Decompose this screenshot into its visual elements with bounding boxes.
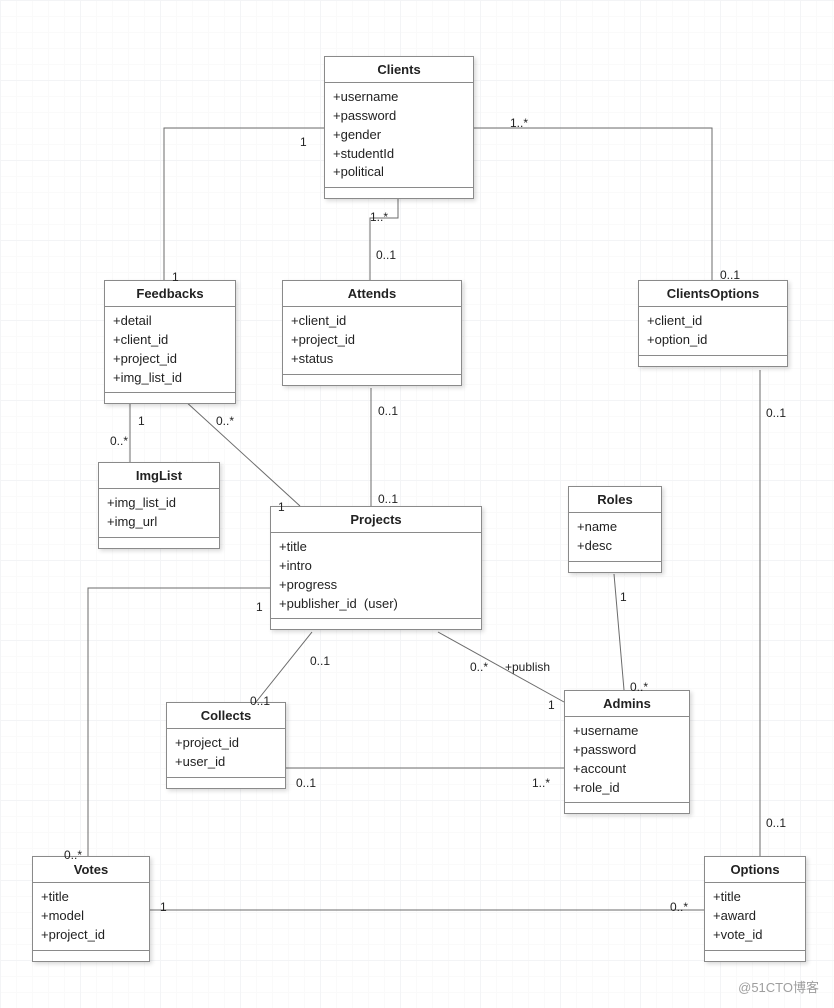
edge-clients-feedbacks xyxy=(164,128,324,280)
class-footer xyxy=(283,375,461,385)
class-footer xyxy=(105,393,235,403)
class-attrs: +project_id +user_id xyxy=(167,729,285,778)
class-attrs: +client_id +option_id xyxy=(639,307,787,356)
class-footer xyxy=(271,619,481,629)
class-title: Projects xyxy=(271,507,481,533)
class-footer xyxy=(569,562,661,572)
edge-label: +publish xyxy=(505,660,550,674)
edge-clients-clientsoptions xyxy=(472,128,712,280)
class-roles: Roles+name +desc xyxy=(568,486,662,573)
class-attrs: +title +intro +progress +publisher_id (u… xyxy=(271,533,481,619)
class-attrs: +name +desc xyxy=(569,513,661,562)
edge-label: 1 xyxy=(278,500,285,514)
class-title: Admins xyxy=(565,691,689,717)
edge-label: 0..1 xyxy=(378,404,398,418)
edge-label: 0..1 xyxy=(378,492,398,506)
class-footer xyxy=(565,803,689,813)
class-options: Options+title +award +vote_id xyxy=(704,856,806,962)
class-feedbacks: Feedbacks+detail +client_id +project_id … xyxy=(104,280,236,404)
class-collects: Collects+project_id +user_id xyxy=(166,702,286,789)
class-votes: Votes+title +model +project_id xyxy=(32,856,150,962)
edge-label: 1..* xyxy=(532,776,550,790)
edge-label: 0..* xyxy=(630,680,648,694)
class-attrs: +client_id +project_id +status xyxy=(283,307,461,375)
class-attends: Attends+client_id +project_id +status xyxy=(282,280,462,386)
class-footer xyxy=(705,951,805,961)
edge-label: 1 xyxy=(160,900,167,914)
edge-label: 0..1 xyxy=(720,268,740,282)
edge-label: 0..* xyxy=(64,848,82,862)
edge-label: 1..* xyxy=(510,116,528,130)
watermark: @51CTO博客 xyxy=(738,977,819,996)
class-title: ImgList xyxy=(99,463,219,489)
edge-label: 0..* xyxy=(216,414,234,428)
edge-label: 1 xyxy=(620,590,627,604)
class-imglist: ImgList+img_list_id +img_url xyxy=(98,462,220,549)
edge-label: 1 xyxy=(172,270,179,284)
class-attrs: +title +model +project_id xyxy=(33,883,149,951)
class-footer xyxy=(99,538,219,548)
edge-label: 0..* xyxy=(110,434,128,448)
class-footer xyxy=(325,188,473,198)
edge-label: 0..* xyxy=(670,900,688,914)
edge-label: 0..* xyxy=(470,660,488,674)
edge-label: 0..1 xyxy=(766,406,786,420)
edge-label: 1 xyxy=(138,414,145,428)
class-attrs: +title +award +vote_id xyxy=(705,883,805,951)
edge-label: 1..* xyxy=(370,210,388,224)
class-title: Feedbacks xyxy=(105,281,235,307)
class-attrs: +username +password +account +role_id xyxy=(565,717,689,803)
edge-label: 0..1 xyxy=(376,248,396,262)
class-title: Clients xyxy=(325,57,473,83)
class-footer xyxy=(33,951,149,961)
edge-label: 0..1 xyxy=(310,654,330,668)
class-admins: Admins+username +password +account +role… xyxy=(564,690,690,814)
edge-label: 0..1 xyxy=(250,694,270,708)
edge-projects-collects xyxy=(256,632,312,702)
class-title: Options xyxy=(705,857,805,883)
class-clients: Clients+username +password +gender +stud… xyxy=(324,56,474,199)
edge-label: 0..1 xyxy=(766,816,786,830)
class-clientsoptions: ClientsOptions+client_id +option_id xyxy=(638,280,788,367)
class-projects: Projects+title +intro +progress +publish… xyxy=(270,506,482,630)
class-title: Roles xyxy=(569,487,661,513)
class-title: Votes xyxy=(33,857,149,883)
class-attrs: +img_list_id +img_url xyxy=(99,489,219,538)
class-attrs: +username +password +gender +studentId +… xyxy=(325,83,473,188)
edge-label: 1 xyxy=(300,135,307,149)
class-footer xyxy=(167,778,285,788)
edge-label: 0..1 xyxy=(296,776,316,790)
class-attrs: +detail +client_id +project_id +img_list… xyxy=(105,307,235,393)
class-title: Attends xyxy=(283,281,461,307)
class-title: ClientsOptions xyxy=(639,281,787,307)
class-footer xyxy=(639,356,787,366)
edge-label: 1 xyxy=(256,600,263,614)
edge-label: 1 xyxy=(548,698,555,712)
